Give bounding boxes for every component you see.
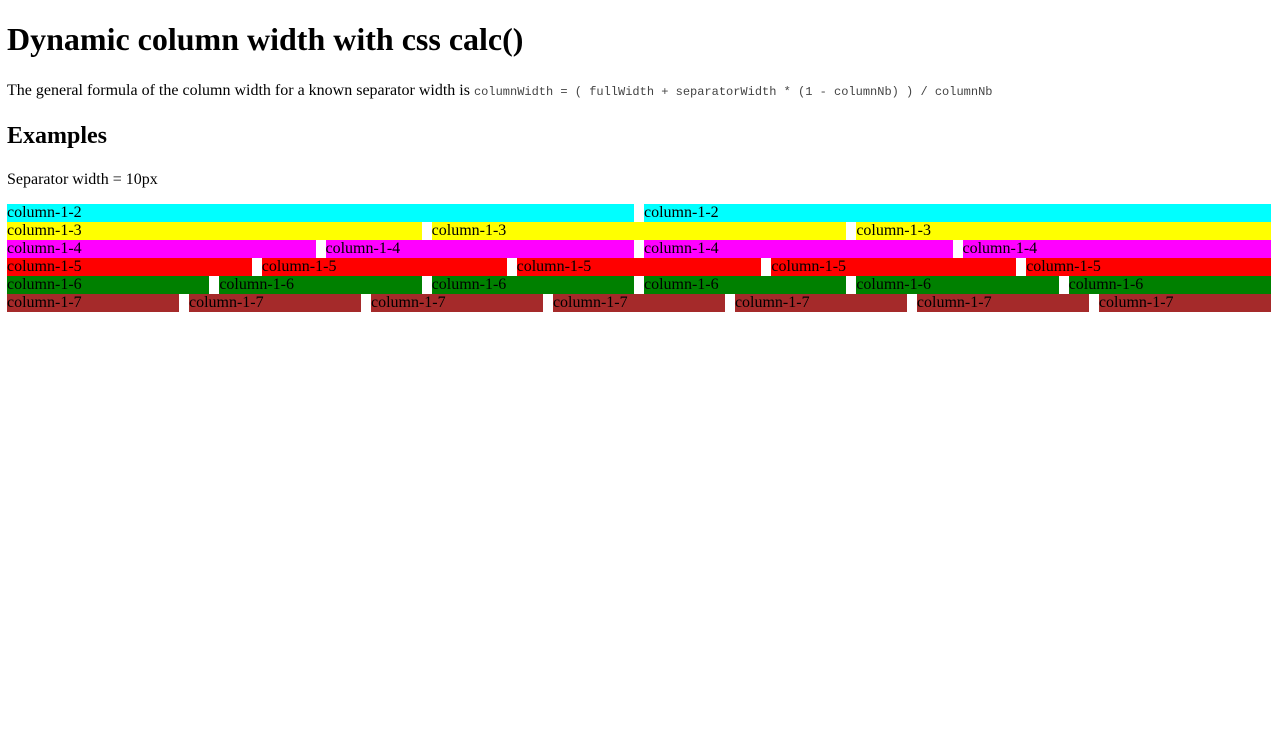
column-cell: column-1-5 [516, 258, 762, 276]
column-row: column-1-6 column-1-6 column-1-6 column-1-6… [7, 276, 1271, 294]
page-title: Dynamic column width with css calc() [7, 21, 524, 57]
column-cell: column-1-3 [856, 222, 1271, 240]
column-cell: column-1-7 [370, 294, 543, 312]
column-row: column-1-4 column-1-4 column-1-4 column-1-4 [7, 240, 1271, 258]
column-cell: column-1-4 [962, 240, 1271, 258]
column-cell: column-1-4 [644, 240, 953, 258]
column-cell: column-1-6 [431, 276, 634, 294]
column-cell: column-1-3 [431, 222, 847, 240]
page: {"header": {"title": "Dynamic column wid… [0, 21, 1279, 741]
column-cell: column-1-3 [7, 222, 422, 240]
content: Dynamic column width with css calc() The… [7, 21, 1271, 312]
column-cell: column-1-4 [325, 240, 634, 258]
column-cell: column-1-5 [7, 258, 252, 276]
column-cell: column-1-7 [7, 294, 179, 312]
column-cell: column-1-7 [1098, 294, 1271, 312]
column-cell: column-1-7 [552, 294, 725, 312]
column-row: column-1-3 column-1-3 column-1-3 [7, 222, 1271, 240]
column-cell: column-1-5 [1026, 258, 1271, 276]
column-cell: column-1-6 [643, 276, 847, 294]
column-row: column-1-2 column-1-2 [7, 204, 1271, 222]
example-rows: column-1-2 column-1-2 column-1-3 column-1-3… [7, 204, 1271, 312]
column-cell: column-1-6 [219, 276, 422, 294]
formula-code: columnWidth = ( fullWidth + separatorWid… [473, 85, 993, 99]
column-row: column-1-7 column-1-7 column-1-7 column-1-7… [7, 294, 1271, 312]
intro-text: The general formula of the column width … [7, 82, 470, 99]
column-cell: column-1-7 [734, 294, 907, 312]
separator-note: Separator width = 10px [7, 171, 158, 188]
column-cell: column-1-6 [856, 276, 1059, 294]
column-row: column-1-5 column-1-5 column-1-5 column-1-5… [7, 258, 1271, 276]
column-cell: column-1-4 [7, 240, 316, 258]
column-cell: column-1-7 [188, 294, 361, 312]
column-cell: column-1-7 [916, 294, 1089, 312]
section-title: Examples [7, 123, 108, 149]
column-cell: column-1-6 [1068, 276, 1271, 294]
column-cell: column-1-2 [7, 204, 634, 222]
intro: The general formula of the column width … [7, 81, 1271, 102]
column-cell: column-1-5 [261, 258, 507, 276]
column-cell: column-1-2 [644, 204, 1271, 222]
column-cell: column-1-5 [771, 258, 1017, 276]
column-cell: column-1-6 [7, 276, 210, 294]
